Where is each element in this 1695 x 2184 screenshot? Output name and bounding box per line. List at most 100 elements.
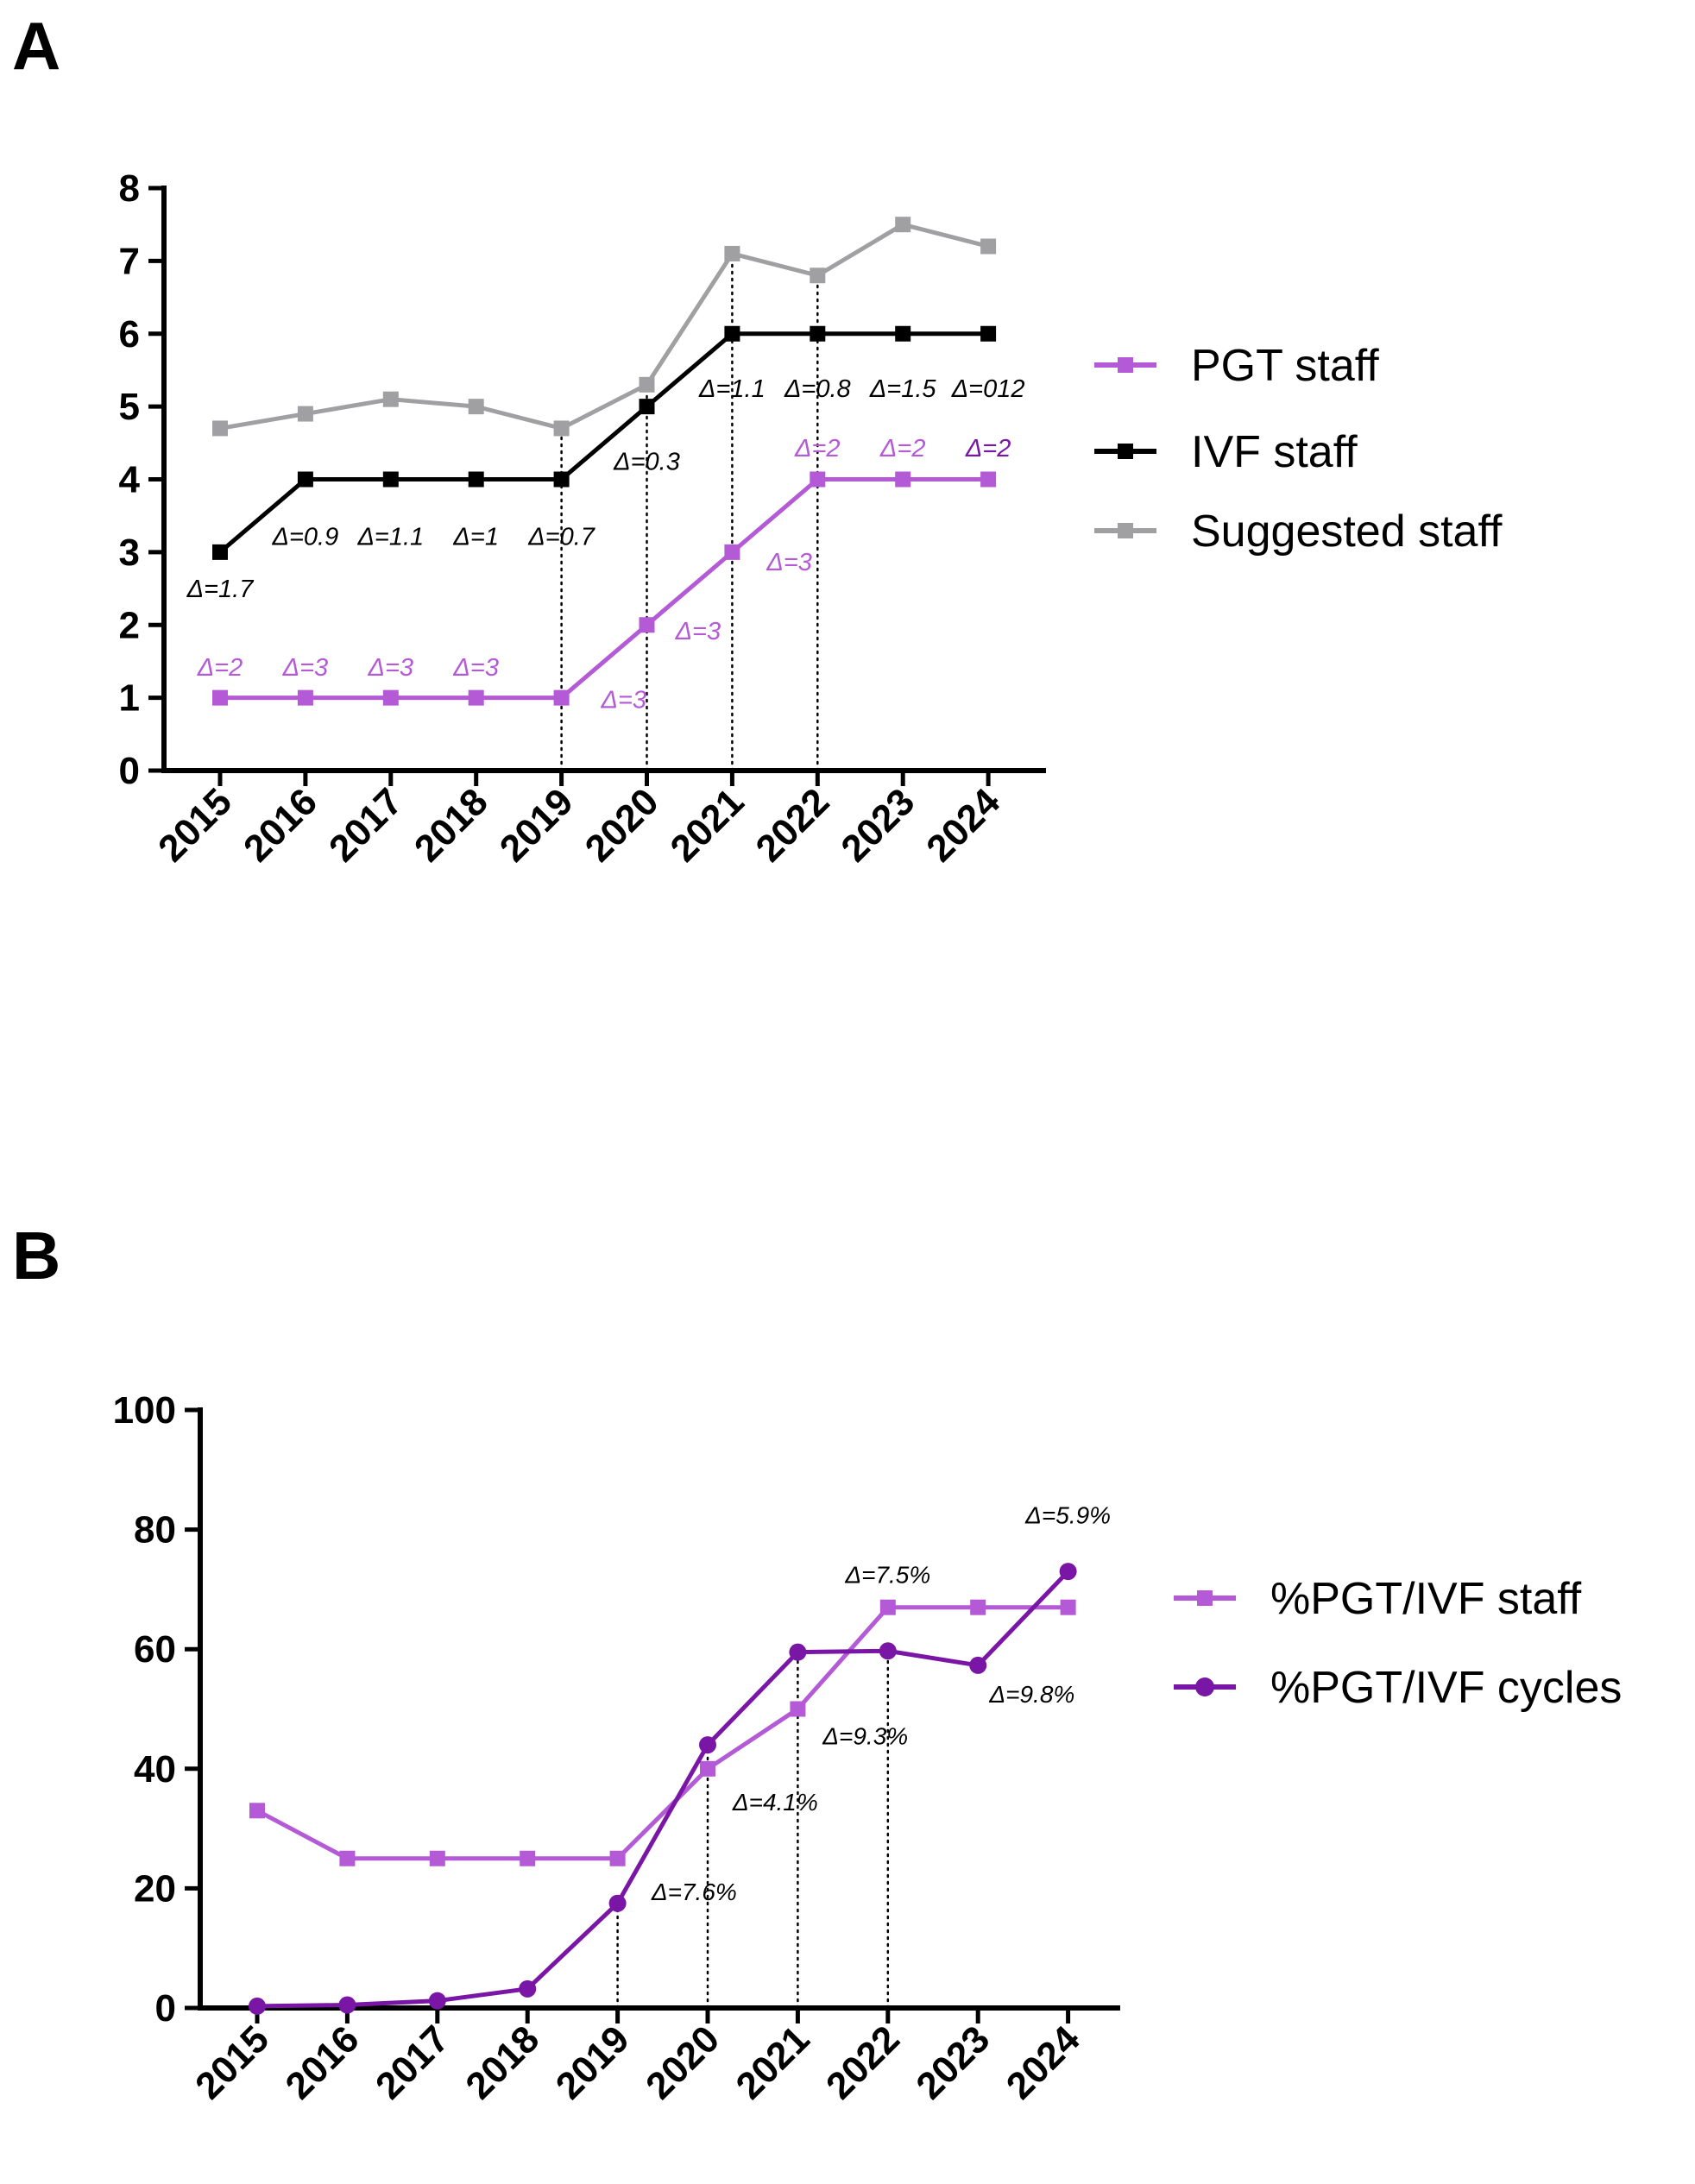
data-point [249, 1997, 266, 2015]
y-tick-label: 4 [119, 459, 141, 501]
data-point [879, 1599, 896, 1615]
data-point [468, 471, 484, 488]
delta-annotation: Δ=1.7 [186, 576, 255, 603]
data-point [212, 420, 228, 437]
x-tick-label: 2020 [577, 780, 667, 870]
y-tick-label: 100 [113, 1389, 176, 1432]
delta-annotation: Δ=012 [951, 375, 1025, 403]
y-tick-label: 20 [134, 1867, 176, 1910]
data-point [339, 1850, 356, 1866]
delta-annotation: Δ=5.9% [1024, 1501, 1111, 1528]
x-tick-label: 2019 [492, 780, 582, 870]
delta-annotation: Δ=2 [794, 435, 841, 463]
data-point [790, 1701, 806, 1717]
y-tick-label: 7 [119, 240, 140, 282]
data-point [428, 1992, 446, 2010]
delta-annotation: Δ=0.3 [613, 448, 680, 475]
y-tick-label: 60 [134, 1628, 176, 1671]
delta-annotation: Δ=9.3% [822, 1723, 908, 1750]
data-point [608, 1894, 627, 1912]
panel-b-plot: 0 20 40 60 80 100 2015 2016 2017 2018 2019 2020 2021… [113, 1389, 1120, 2107]
x-tick-label: 2015 [187, 2017, 277, 2107]
data-point [810, 471, 826, 488]
y-tick-label: 1 [119, 677, 140, 720]
data-point [980, 325, 997, 342]
delta-annotation: Δ=3 [601, 686, 647, 714]
delta-annotation: Δ=3 [766, 549, 812, 576]
delta-annotation: Δ=7.5% [844, 1562, 930, 1589]
panel-b-legend: %PGT/IVF staff %PGT/IVF cycles [1174, 1574, 1622, 1713]
legend-label: IVF staff [1191, 427, 1358, 477]
x-tick-label: 2023 [833, 780, 923, 870]
y-tick-label: 5 [119, 386, 140, 428]
series-line-1 [218, 331, 989, 554]
legend-marker [1195, 1677, 1214, 1696]
y-tick-label: 2 [119, 604, 140, 646]
data-point [639, 399, 655, 415]
x-tick-label: 2021 [728, 2017, 818, 2107]
data-point [519, 1979, 537, 1998]
x-tick-label: 2018 [457, 2017, 547, 2107]
x-tick-label: 2016 [278, 2017, 368, 2107]
x-tick-label: 2023 [908, 2017, 998, 2107]
x-tick-label: 2024 [999, 2017, 1088, 2107]
data-point [520, 1850, 536, 1866]
data-point [724, 325, 740, 342]
legend-marker [1118, 357, 1133, 373]
delta-annotation: Δ=1.1 [698, 375, 766, 403]
x-tick-label: 2021 [663, 780, 753, 870]
data-point [382, 689, 399, 706]
data-point [895, 471, 911, 488]
data-point [700, 1760, 715, 1777]
legend-label: %PGT/IVF staff [1270, 1574, 1582, 1624]
delta-annotation: Δ=1.1 [356, 523, 424, 551]
data-point [212, 689, 228, 706]
x-tick-label: 2017 [321, 780, 411, 870]
data-point [429, 1850, 445, 1866]
x-tick-label: 2024 [918, 780, 1008, 870]
panel-b-letter: B [12, 1218, 60, 1293]
x-tick-label: 2015 [150, 780, 240, 870]
data-point [297, 406, 313, 422]
legend-label: PGT staff [1191, 341, 1379, 391]
delta-annotation: Δ=1.5 [869, 375, 937, 403]
delta-annotation: Δ=7.6% [651, 1879, 737, 1905]
delta-annotation: Δ=1 [452, 523, 499, 551]
delta-annotation: Δ=0.9 [272, 523, 339, 551]
delta-annotation: Δ=2 [965, 435, 1011, 463]
y-tick-label: 80 [134, 1509, 176, 1551]
delta-annotation: Δ=2 [879, 435, 926, 463]
x-tick-label: 2018 [406, 780, 496, 870]
data-point [468, 689, 484, 706]
y-tick-label: 40 [134, 1748, 176, 1791]
panel-a-plot: 0123456782015201620172018201920202021202… [119, 167, 1046, 870]
y-tick-label: 6 [119, 313, 140, 356]
data-point [1059, 1563, 1077, 1581]
y-tick-label: 3 [119, 532, 140, 574]
data-point [297, 689, 313, 706]
delta-annotation: Δ=3 [282, 654, 329, 682]
y-tick-label: 0 [119, 750, 140, 792]
delta-annotation: Δ=3 [368, 654, 414, 682]
data-point [382, 391, 399, 407]
legend-label: Suggested staff [1191, 507, 1503, 557]
data-point [969, 1656, 987, 1674]
x-tick-label: 2022 [748, 780, 838, 870]
series-line-0 [220, 477, 989, 701]
data-point [553, 471, 570, 488]
panel-a-letter: A [12, 8, 60, 84]
data-point [553, 420, 570, 437]
x-tick-label: 2017 [368, 2017, 457, 2107]
data-point [810, 267, 826, 284]
data-point [639, 376, 655, 393]
data-point [724, 245, 740, 261]
x-tick-label: 2020 [638, 2017, 728, 2107]
legend-marker [1118, 523, 1133, 538]
data-point [639, 617, 655, 633]
data-point [553, 689, 570, 706]
data-point [382, 471, 399, 488]
delta-annotation: Δ=2 [197, 654, 243, 682]
data-point [724, 544, 740, 560]
delta-annotation: Δ=4.1% [732, 1789, 818, 1816]
